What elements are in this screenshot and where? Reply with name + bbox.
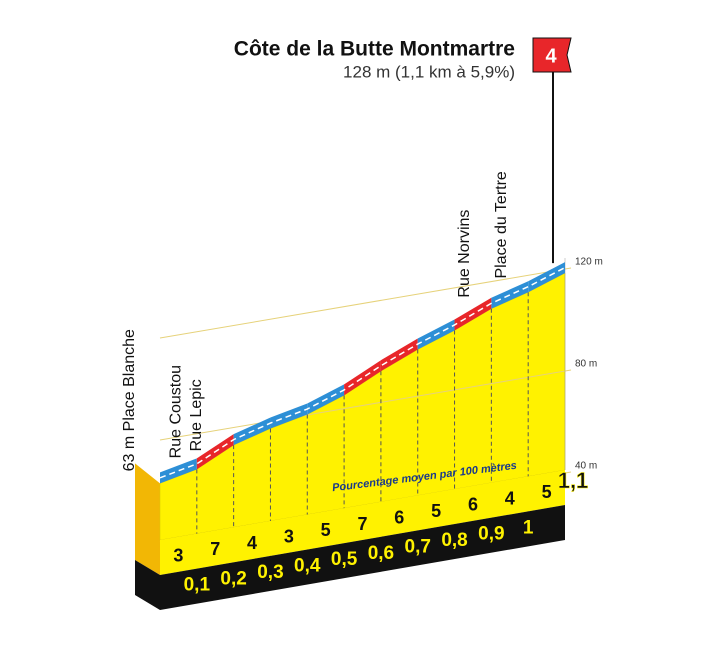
place-label: Rue Lepic bbox=[188, 379, 205, 451]
x-tick-label: 0,3 bbox=[257, 562, 283, 583]
gradient-label: 5 bbox=[321, 520, 331, 540]
place-label: Rue Coustou bbox=[168, 365, 185, 458]
side-face-base bbox=[135, 560, 160, 610]
distance-strip bbox=[160, 505, 565, 610]
gradient-segment bbox=[160, 458, 197, 484]
chart-title: Côte de la Butte Montmartre bbox=[234, 38, 515, 61]
y-tick-label: 40 m bbox=[575, 461, 597, 472]
gradient-label: 4 bbox=[247, 533, 257, 553]
y-tick-label: 120 m bbox=[575, 257, 603, 268]
center-dash bbox=[159, 266, 566, 479]
gradient-label: 5 bbox=[431, 501, 441, 521]
flag bbox=[532, 37, 572, 73]
gradient-label: 3 bbox=[173, 546, 183, 566]
grid-line bbox=[159, 369, 572, 441]
side-face bbox=[135, 463, 160, 575]
gradient-label: 6 bbox=[468, 495, 478, 515]
x-tick-label: 0,2 bbox=[220, 568, 246, 589]
gradient-label: 6 bbox=[394, 507, 404, 527]
gradient-label: 7 bbox=[357, 514, 367, 534]
chart-subtitle: 128 m (1,1 km à 5,9%) bbox=[343, 62, 515, 81]
gradient-label: 4 bbox=[505, 488, 515, 508]
place-label: Rue Norvins bbox=[456, 210, 473, 298]
grid-line bbox=[159, 267, 572, 339]
x-tick-label: 0,1 bbox=[184, 575, 211, 596]
total-distance-label: 1,1 bbox=[558, 468, 589, 493]
x-tick-label: 1 bbox=[523, 517, 534, 538]
x-tick-label: 0,6 bbox=[368, 543, 394, 564]
x-tick-label: 0,8 bbox=[441, 530, 467, 551]
gradient-label: 5 bbox=[542, 482, 552, 502]
x-tick-label: 0,9 bbox=[478, 524, 504, 545]
x-tick-label: 0,7 bbox=[405, 536, 431, 557]
gradient-label: 7 bbox=[210, 539, 220, 559]
gradient-segment bbox=[344, 360, 381, 396]
place-label: Place du Tertre bbox=[493, 171, 510, 278]
gradient-strip bbox=[160, 470, 565, 575]
x-tick-label: 0,4 bbox=[294, 556, 321, 577]
gradient-segment bbox=[528, 262, 565, 293]
category-label: 4 bbox=[545, 45, 557, 67]
x-tick-label: 0,5 bbox=[331, 549, 358, 570]
place-label: 63 m Place Blanche bbox=[121, 329, 138, 471]
y-tick-label: 80 m bbox=[575, 359, 597, 370]
gradient-label: 3 bbox=[284, 526, 294, 546]
